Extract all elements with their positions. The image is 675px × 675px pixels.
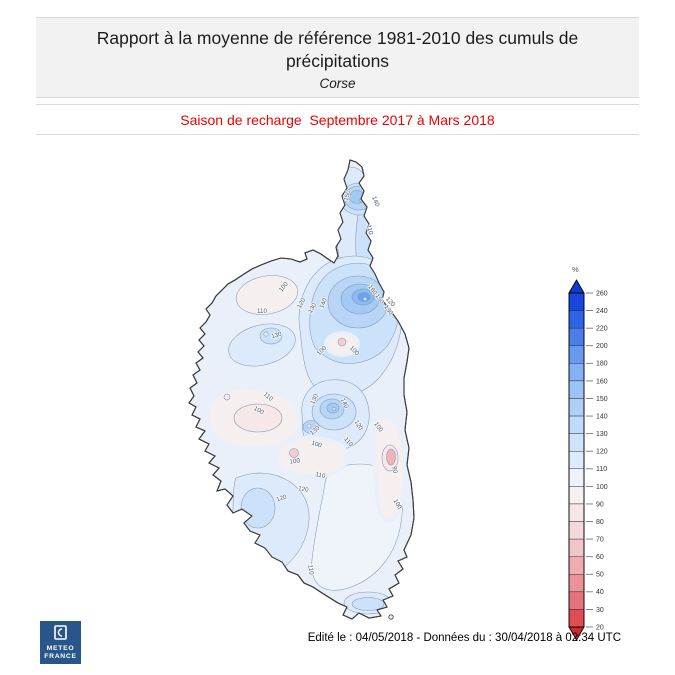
logo-word-france: FRANCE [44,653,77,661]
contour-label: 110 [315,471,327,480]
colorbar-tick-label: 100 [596,484,608,491]
island-outline-stroke [188,159,415,620]
contour-label: 150 [343,189,352,201]
colorbar-tick-label: 200 [596,343,608,350]
colorbar-segment [568,345,585,364]
colorbar-segment [568,521,585,540]
region-subtitle: Corse [319,76,356,92]
colorbar-segment [568,538,585,557]
contour-label: 100 [289,457,301,465]
colorbar-segment [568,398,585,417]
colorbar-segment [568,292,585,311]
contour-label: 130 [271,331,283,341]
colorbar-tick-label: 20 [596,624,604,631]
colorbar-arrow-top [568,279,585,294]
colorbar-segment [568,591,585,610]
colorbar-tick-label: 150 [596,396,608,403]
colorbar-tick-label: 60 [596,554,604,561]
colorbar-tick-label: 50 [596,572,604,579]
colorbar-segment [568,415,585,434]
colorbar-segment [568,574,585,593]
colorbar-tick-label: 220 [596,326,608,333]
contour-fills [205,166,407,615]
logo-word-meteo: METEO [46,645,75,652]
contour-label: 90 [390,466,398,475]
contour-label: 120 [297,485,309,494]
season-banner: Saison de recharge Septembre 2017 à Mars… [36,104,639,135]
colorbar-tick-label: 180 [596,361,608,368]
colorbar-tick-label: 70 [596,537,604,544]
colorbar-segment [568,451,585,469]
colorbar-tick-label: 120 [596,449,608,456]
colorbar-tick-label: 80 [596,519,604,526]
contour-label: 110 [365,224,374,236]
contour-label: 100 [310,440,323,450]
colorbar-segment [568,380,585,399]
colorbar-tick-label: 130 [596,431,608,438]
footer-note: Edité le : 04/05/2018 - Données du : 30/… [307,632,621,644]
colorbar-segment [568,468,585,487]
colorbar-frame [568,292,585,628]
contour-label: 140 [370,195,381,208]
header-card: Rapport à la moyenne de référence 1981-2… [36,17,639,98]
colorbar-tick-label: 260 [596,290,608,297]
colorbar-segment [568,310,585,329]
season-banner-text: Saison de recharge Septembre 2017 à Mars… [180,111,495,128]
colorbar-tick-label: 140 [596,413,608,420]
colorbar-segment [568,503,585,522]
colorbar-segment [568,609,585,628]
page-title: Rapport à la moyenne de référence 1981-2… [96,28,579,72]
contour-label: 110 [257,308,268,315]
colorbar-segment [568,556,585,575]
colorbar-tick-label: 110 [596,466,607,473]
colorbar-segment [568,327,585,346]
colorbar-segment [568,486,585,505]
colorbar-tick-label: 240 [596,308,608,315]
colorbar-unit-label: % [572,265,579,274]
meteo-france-logo-icon [54,625,67,640]
colorbar-segment [568,363,585,382]
contour-label: 120 [275,493,288,503]
colorbar-segment [568,433,585,452]
colorbar-tick-label: 30 [596,607,604,614]
meteo-france-logo: METEO FRANCE [40,621,81,664]
colorbar-tick-label: 40 [596,589,604,596]
colorbar-tick-label: 90 [596,501,604,508]
colorbar-scale: % 260 240 220 200 180 160 150 140 130 120 110 100 90… [568,265,608,641]
contour-label: 110 [306,564,314,575]
colorbar-tick-label: 160 [596,378,608,385]
islet-dot [388,614,394,620]
